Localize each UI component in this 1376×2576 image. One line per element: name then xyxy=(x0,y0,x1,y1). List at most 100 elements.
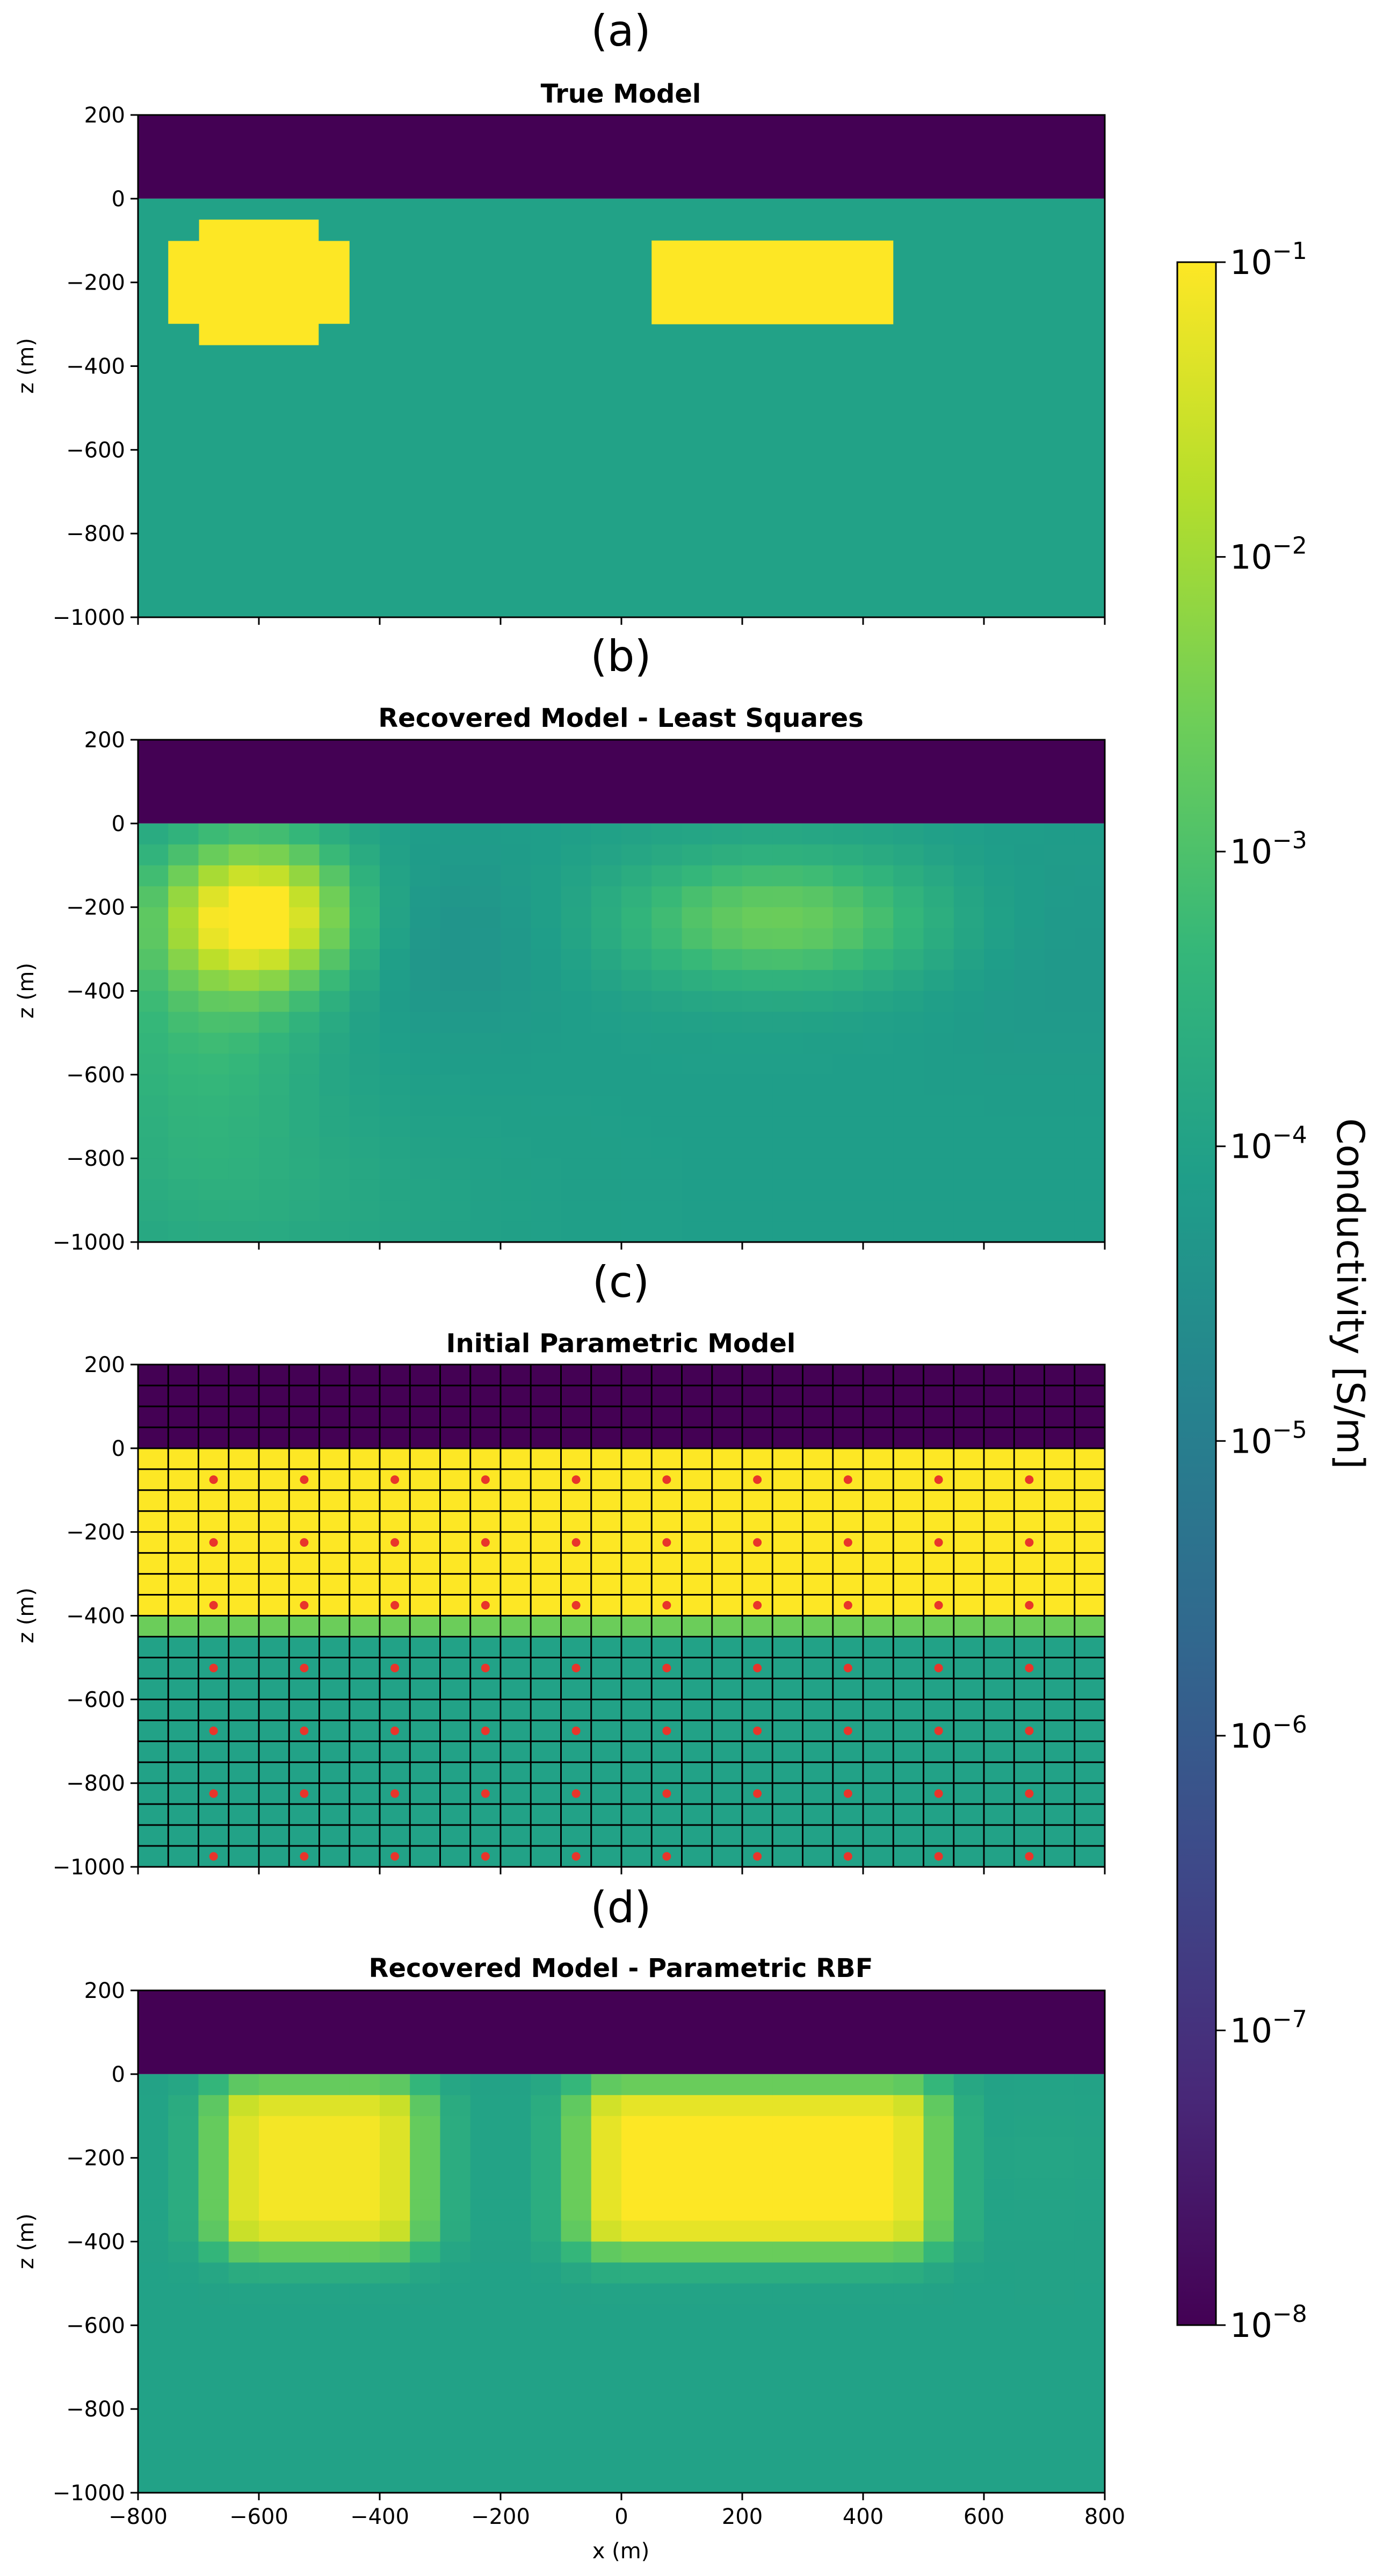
model-cell xyxy=(380,865,410,887)
model-cell xyxy=(1014,823,1045,845)
model-cell xyxy=(410,970,441,992)
model-cell xyxy=(1014,2388,1045,2409)
model-cell xyxy=(1044,865,1075,887)
model-cell xyxy=(168,2095,199,2117)
model-cell xyxy=(621,1054,652,1075)
model-cell xyxy=(802,1137,834,1159)
model-cell xyxy=(561,991,592,1013)
model-cell xyxy=(561,1054,592,1075)
model-cell xyxy=(651,823,683,845)
model-cell xyxy=(501,2283,531,2305)
model-cell xyxy=(863,2095,894,2117)
rbf-center-point xyxy=(934,1663,943,1672)
model-cell xyxy=(802,2409,834,2430)
model-cell xyxy=(319,1179,350,1201)
model-cell xyxy=(1044,2304,1075,2326)
model-cell xyxy=(953,1095,984,1117)
model-cell xyxy=(289,2409,320,2430)
model-cell xyxy=(561,2283,592,2305)
model-cell xyxy=(893,907,924,929)
rbf-center-point xyxy=(390,1601,400,1610)
model-cell xyxy=(198,886,229,908)
model-cell xyxy=(410,886,441,908)
model-cell xyxy=(501,2409,531,2430)
model-cell xyxy=(651,2137,683,2159)
model-cell xyxy=(651,2178,683,2200)
model-cell xyxy=(380,2220,410,2242)
model-cell xyxy=(832,949,864,971)
colorbar-tick-label: 10−3 xyxy=(1230,827,1307,871)
model-cell xyxy=(228,865,259,887)
model-cell xyxy=(863,886,894,908)
model-cell xyxy=(198,2409,229,2430)
model-cell xyxy=(772,1012,803,1034)
model-cell xyxy=(772,844,803,866)
model-cell xyxy=(923,2346,954,2368)
model-cell xyxy=(1074,865,1105,887)
model-cell xyxy=(923,907,954,929)
model-cell xyxy=(742,823,773,845)
model-cell xyxy=(198,1054,229,1075)
model-cell xyxy=(440,1012,471,1034)
model-cell xyxy=(651,949,683,971)
model-cell xyxy=(802,970,834,992)
model-cell xyxy=(712,2116,743,2138)
model-cell xyxy=(1044,2178,1075,2200)
model-cell xyxy=(259,1095,289,1117)
model-cell xyxy=(1044,949,1075,971)
model-cell xyxy=(380,907,410,929)
model-cell xyxy=(651,2283,683,2305)
model-cell xyxy=(138,928,169,950)
model-cell xyxy=(440,1179,471,1201)
model-cell xyxy=(1074,2325,1105,2347)
model-cell xyxy=(953,1033,984,1054)
model-cell xyxy=(621,1012,652,1034)
rbf-center-point xyxy=(571,1475,581,1484)
model-cell xyxy=(138,886,169,908)
model-cell xyxy=(742,2409,773,2430)
model-cell xyxy=(621,2430,652,2451)
model-cell xyxy=(168,907,199,929)
model-cell xyxy=(682,2241,713,2263)
model-cell xyxy=(349,2137,380,2159)
model-cell xyxy=(772,928,803,950)
model-cell xyxy=(832,844,864,866)
model-cell xyxy=(138,2178,169,2200)
model-cell xyxy=(470,2451,501,2472)
model-cell xyxy=(712,1012,743,1034)
mesh-grid-c xyxy=(138,1365,1105,1867)
model-cell xyxy=(621,2409,652,2430)
model-cell xyxy=(168,2304,199,2326)
model-cell xyxy=(772,2116,803,2138)
model-cell xyxy=(832,2116,864,2138)
model-cell xyxy=(1074,907,1105,929)
model-cell xyxy=(863,823,894,845)
model-cell xyxy=(470,2346,501,2368)
model-cell xyxy=(682,1200,713,1222)
rbf-center-point xyxy=(843,1601,852,1610)
model-cell xyxy=(470,2220,501,2242)
model-cell xyxy=(682,865,713,887)
model-cell xyxy=(531,1158,562,1180)
model-cell xyxy=(1014,2283,1045,2305)
model-cell xyxy=(863,1158,894,1180)
model-cell xyxy=(591,886,622,908)
model-cell xyxy=(984,865,1015,887)
model-cell xyxy=(1074,2430,1105,2451)
model-cell xyxy=(863,1221,894,1243)
model-cell xyxy=(228,1116,259,1138)
model-cell xyxy=(259,1158,289,1180)
model-cell xyxy=(531,1033,562,1054)
panel-d: (d) Recovered Model - Parametric RBF 200… xyxy=(14,1882,1125,2564)
model-cell xyxy=(349,907,380,929)
model-cell xyxy=(380,2367,410,2389)
model-cell xyxy=(1014,2137,1045,2159)
model-cell xyxy=(712,2367,743,2389)
model-cell xyxy=(953,2178,984,2200)
model-cell xyxy=(259,1054,289,1075)
model-cell xyxy=(501,865,531,887)
model-cell xyxy=(772,2262,803,2284)
model-cell xyxy=(984,2283,1015,2305)
model-cell xyxy=(198,970,229,992)
model-cell xyxy=(289,1221,320,1243)
